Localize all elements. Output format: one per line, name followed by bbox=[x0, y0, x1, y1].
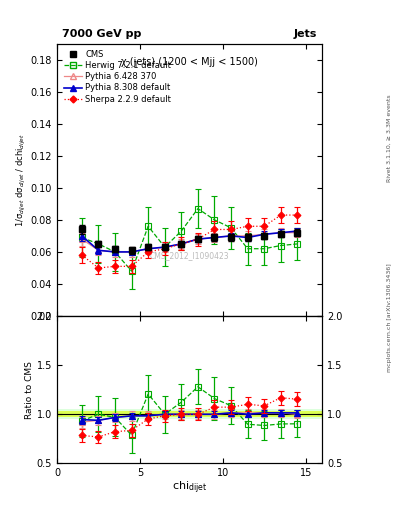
Y-axis label: Ratio to CMS: Ratio to CMS bbox=[25, 361, 34, 419]
Text: Rivet 3.1.10, ≥ 3.3M events: Rivet 3.1.10, ≥ 3.3M events bbox=[387, 94, 392, 182]
Bar bbox=[57, 410, 322, 419]
Y-axis label: 1/σ$_{dijet}$ dσ$_{dijet}$ / dchi$_{dijet}$: 1/σ$_{dijet}$ dσ$_{dijet}$ / dchi$_{dije… bbox=[15, 133, 28, 227]
Text: Jets: Jets bbox=[294, 29, 317, 39]
Legend: CMS, Herwig 7.2.1 default, Pythia 6.428 370, Pythia 8.308 default, Sherpa 2.2.9 : CMS, Herwig 7.2.1 default, Pythia 6.428 … bbox=[61, 48, 174, 106]
Text: CMS_2012_I1090423: CMS_2012_I1090423 bbox=[150, 251, 230, 261]
Bar bbox=[57, 411, 322, 417]
Text: χ (jets) (1200 < Mjj < 1500): χ (jets) (1200 < Mjj < 1500) bbox=[121, 57, 258, 67]
Text: 7000 GeV pp: 7000 GeV pp bbox=[62, 29, 141, 39]
Text: mcplots.cern.ch [arXiv:1306.3436]: mcplots.cern.ch [arXiv:1306.3436] bbox=[387, 263, 392, 372]
X-axis label: chi$_{\mathregular{dijet}}$: chi$_{\mathregular{dijet}}$ bbox=[172, 480, 207, 496]
